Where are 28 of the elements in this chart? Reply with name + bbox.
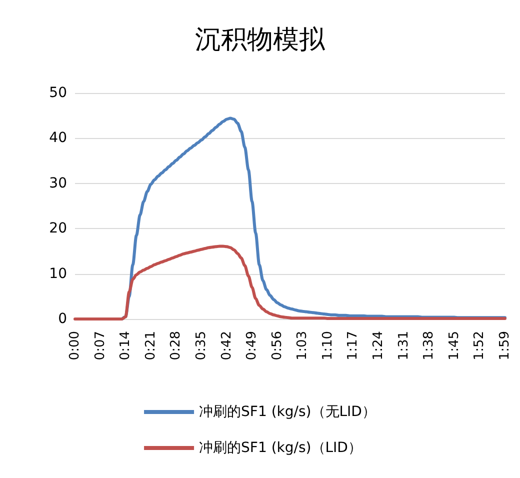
chart-title: 沉积物模拟 — [195, 25, 326, 55]
y-tick-label: 30 — [49, 175, 67, 192]
x-tick-label: 1:38 — [422, 331, 437, 360]
x-tick-label: 1:52 — [472, 331, 488, 360]
legend-label: 冲刷的SF1 (kg/s)（LID） — [199, 440, 362, 456]
y-tick-label: 0 — [58, 311, 67, 327]
x-tick-label: 0:21 — [143, 331, 158, 360]
x-tick-label: 1:17 — [346, 331, 361, 360]
legend-label: 冲刷的SF1 (kg/s)（无LID） — [199, 404, 376, 420]
x-tick-label: 0:35 — [194, 331, 209, 360]
x-tick-label: 1:45 — [446, 331, 462, 360]
x-tick-label: 1:24 — [371, 331, 386, 360]
x-tick-label: 1:03 — [295, 331, 310, 360]
x-tick-label: 0:07 — [92, 331, 108, 360]
line-series — [74, 244, 506, 320]
y-tick-label: 50 — [49, 85, 67, 101]
x-tick-label: 0:49 — [244, 331, 260, 360]
x-tick-label: 0:28 — [168, 331, 184, 360]
y-tick-label: 40 — [49, 130, 67, 146]
x-tick-label: 1:10 — [320, 331, 336, 360]
x-tick-label: 0:56 — [270, 331, 285, 360]
y-tick-label: 20 — [49, 220, 67, 237]
y-tick-label: 10 — [49, 266, 67, 282]
x-tick-label: 0:42 — [219, 331, 234, 360]
x-tick-label: 1:31 — [396, 331, 412, 360]
x-tick-label: 0:14 — [118, 331, 134, 360]
x-tick-label: 1:59 — [498, 331, 512, 360]
x-tick-label: 0:00 — [68, 331, 82, 360]
